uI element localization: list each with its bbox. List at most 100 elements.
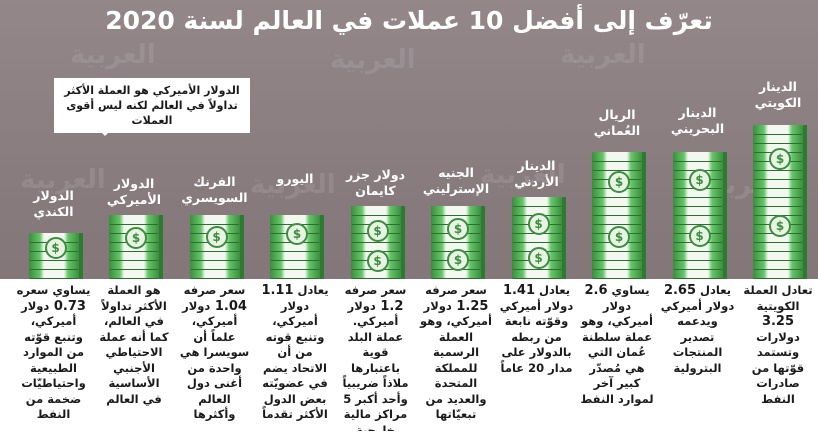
banknote-edge: [481, 215, 485, 225]
banknote-edge: [803, 215, 807, 225]
banknote-edge: [561, 206, 566, 216]
banknote-edge: [642, 179, 646, 189]
banknote: [189, 215, 244, 225]
currency-description: سعر صرفه 1.25 دولار أميركي، وهو العملة ا…: [419, 283, 493, 431]
banknote-edge: [159, 269, 163, 279]
banknote-edge: [320, 260, 324, 270]
currency-description: يعادل 2.65 دولار أميركي ويدعمه تصدير الم…: [661, 283, 735, 431]
banknote-edge: [320, 233, 324, 243]
banknote-edge: [561, 233, 566, 243]
dollar-icon: $: [527, 246, 550, 269]
banknote: [28, 260, 83, 270]
bill-stack: $ $: [511, 197, 566, 279]
dollar-icon: $: [125, 227, 147, 250]
banknote: [431, 269, 485, 279]
description-text: دولار أميركي، وهو عملة سلطنة عُمان التي …: [580, 298, 654, 406]
currency-description: سعر صرفه 1.04 دولار أميركي، علماً أن سوي…: [178, 283, 252, 431]
banknote: [109, 251, 163, 261]
description-value: 2.65: [663, 283, 697, 298]
currency-name: اليورو: [276, 171, 314, 186]
description-lead: هو العملة: [107, 283, 161, 297]
banknote-edge: [239, 224, 244, 234]
banknote-edge: [481, 224, 485, 234]
bill-stack: $ $: [350, 206, 405, 279]
banknote-edge: [239, 269, 244, 279]
banknote: [753, 125, 807, 135]
description-text: دولار أميركي. عملة البلد قوية باعتبارها …: [342, 298, 409, 432]
banknote: [511, 197, 566, 207]
banknote-edge: [803, 251, 807, 261]
bill-stack: $: [28, 228, 83, 279]
banknote-edge: [642, 170, 646, 180]
banknote: [592, 251, 646, 261]
bill-stack: $: [109, 215, 163, 279]
banknote-edge: [722, 197, 727, 207]
banknote-edge: [722, 188, 727, 198]
banknote-edge: [803, 224, 807, 234]
banknote-edge: [320, 242, 324, 252]
dollar-icon: $: [366, 250, 389, 273]
banknote: [431, 206, 485, 216]
banknote: [592, 152, 646, 162]
banknote-edge: [642, 242, 646, 252]
note-box: الدولار الأميركي هو العملة الأكثر تداولا…: [54, 78, 250, 133]
dollar-icon: $: [608, 170, 630, 193]
dollar-icon: $: [447, 218, 469, 241]
bill-stack: $ $: [753, 119, 807, 279]
bill-stack: $: [270, 211, 324, 279]
banknote-edge: [78, 242, 83, 252]
banknote-edge: [561, 260, 566, 270]
description-lead: يعادل: [535, 283, 571, 297]
banknote-edge: [803, 269, 807, 279]
banknote: [592, 188, 646, 198]
banknote-edge: [722, 170, 727, 180]
banknote-edge: [320, 269, 324, 279]
description-lead: يساوي سعره: [16, 283, 91, 297]
banknote-edge: [239, 215, 244, 225]
page-title: تعرّف إلى أفضل 10 عملات في العالم لسنة 2…: [105, 6, 713, 35]
banknote-edge: [642, 251, 646, 261]
banknote-edge: [481, 260, 485, 270]
banknote-edge: [561, 215, 566, 225]
banknote-edge: [642, 188, 646, 198]
banknote-edge: [803, 161, 807, 171]
note-pointer: [95, 126, 115, 136]
description-text: دولار أميركي، علماً أن سويسرا هي واحدة م…: [179, 298, 250, 422]
banknote: [672, 269, 727, 279]
banknote: [592, 269, 646, 279]
banknote-edge: [803, 179, 807, 189]
banknote-edge: [803, 143, 807, 153]
banknote-edge: [803, 260, 807, 270]
banknote-edge: [481, 251, 485, 261]
banknote-edge: [159, 251, 163, 261]
banknote-edge: [481, 269, 485, 279]
banknote: [753, 269, 807, 279]
banknote: [270, 242, 324, 252]
banknote-edge: [239, 251, 244, 261]
bill-stack: $ $: [672, 145, 727, 279]
description-lead: تعادل العملة الكويتية: [743, 283, 813, 313]
banknote-edge: [78, 260, 83, 270]
banknote-edge: [239, 260, 244, 270]
currency-name: الدينار البحريني: [670, 105, 725, 136]
banknote: [592, 215, 646, 225]
banknote-edge: [239, 242, 244, 252]
description-text: دولار أميركي، وتنبع قوّته من الموارد الط…: [21, 298, 86, 422]
watermark-text: العربية: [330, 45, 416, 75]
banknote-edge: [803, 197, 807, 207]
banknote-edge: [803, 170, 807, 180]
banknote-edge: [722, 251, 727, 261]
banknote-edge: [642, 215, 646, 225]
banknote-edge: [722, 206, 727, 216]
dollar-icon: $: [366, 219, 389, 242]
currency-description: تعادل العملة الكويتية 3.25 دولارات وتستم…: [741, 283, 815, 431]
currency-description: يعادل 1.41 دولار أميركي وقوّته نابعة من …: [500, 283, 574, 431]
description-value: 2.6: [584, 283, 608, 298]
dollar-icon: $: [447, 249, 469, 272]
description-lead: سعر صرفه: [425, 283, 487, 297]
description-text: دولار أميركي وقوّته نابعة من ربطه بالدول…: [499, 298, 574, 375]
description-text: الأكثر تداولاً في العالم، كما أنه عملة ا…: [99, 298, 169, 406]
banknote-edge: [481, 206, 485, 216]
banknote: [753, 233, 807, 243]
banknote-edge: [722, 242, 727, 252]
